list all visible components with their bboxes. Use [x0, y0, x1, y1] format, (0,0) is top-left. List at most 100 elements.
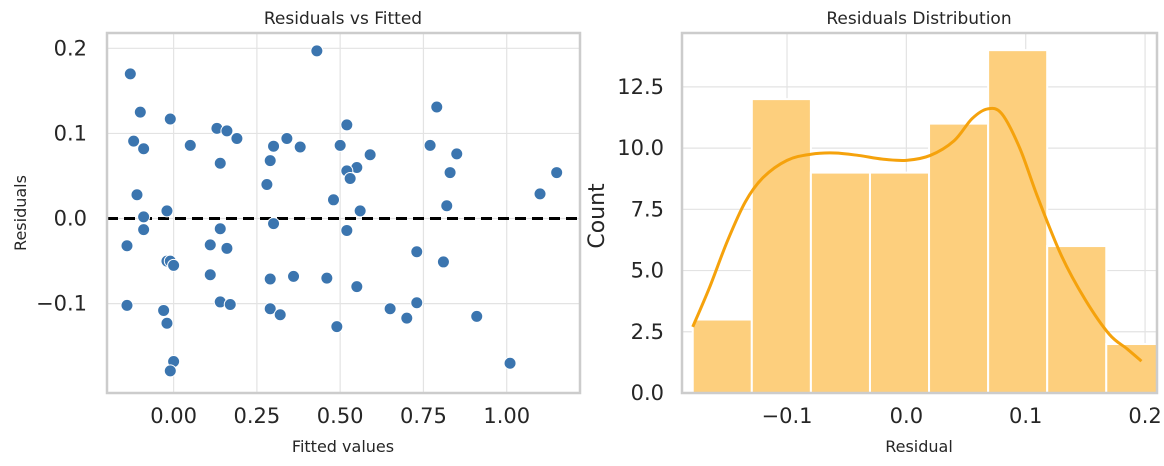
histogram-bar [809, 171, 871, 394]
right-y-tick-label: 2.5 [631, 320, 664, 344]
scatter-point [503, 356, 517, 370]
left-y-tick-label: −0.1 [36, 292, 87, 316]
scatter-point [287, 269, 301, 283]
right-x-tick-label: 0.2 [1128, 404, 1161, 428]
scatter-point [400, 311, 414, 325]
scatter-point [423, 138, 437, 152]
histogram-bar [868, 171, 931, 394]
right-y-tick-label: 5.0 [631, 259, 664, 283]
right-plot-frame [680, 31, 1159, 395]
scatter-point [410, 245, 424, 259]
scatter-point [470, 309, 484, 323]
residuals-distribution-chart: −0.1 0.0 0.1 0.2 0.0 2.5 5.0 7.5 10.0 12.5 Resid… [585, 9, 1162, 456]
scatter-point [203, 238, 217, 252]
scatter-point [223, 297, 237, 311]
scatter-point [163, 112, 177, 126]
scatter-point [273, 308, 287, 322]
scatter-point [436, 255, 450, 269]
scatter-point [280, 132, 294, 146]
right-x-tick-label: 0.0 [890, 404, 923, 428]
left-x-tick-label: 0.25 [234, 404, 281, 428]
scatter-point [133, 105, 147, 119]
left-x-tick-label: 1.00 [483, 404, 530, 428]
scatter-point [383, 302, 397, 316]
right-y-tick-label: 0.0 [631, 381, 664, 405]
scatter-point [263, 154, 277, 168]
left-chart-title: Residuals vs Fitted [264, 9, 422, 29]
histogram-bar [928, 122, 990, 394]
scatter-point [450, 147, 464, 161]
scatter-points [120, 44, 564, 378]
scatter-point [350, 280, 364, 294]
scatter-point [330, 320, 344, 334]
left-y-tick-label: 0.2 [54, 36, 87, 60]
left-y-tick-labels: −0.1 0.0 0.1 0.2 [36, 36, 87, 315]
right-x-tick-label: 0.1 [1009, 404, 1042, 428]
scatter-point [213, 156, 227, 170]
scatter-point [533, 187, 547, 201]
scatter-point [340, 118, 354, 132]
scatter-point [263, 302, 277, 316]
scatter-point [137, 223, 151, 237]
residuals-vs-fitted-chart: 0.00 0.25 0.50 0.75 1.00 −0.1 0.0 0.1 0.2 Resid… [11, 9, 582, 456]
scatter-point [363, 148, 377, 162]
scatter-point [440, 199, 454, 213]
left-plot-frame [105, 31, 582, 395]
right-y-tick-labels: 0.0 2.5 5.0 7.5 10.0 12.5 [617, 75, 664, 405]
right-y-tick-label: 7.5 [631, 197, 664, 221]
scatter-point [120, 298, 134, 312]
scatter-point [267, 217, 281, 231]
scatter-point [310, 44, 324, 58]
scatter-point [157, 303, 171, 317]
scatter-point [123, 67, 137, 81]
scatter-point [353, 204, 367, 218]
scatter-point [293, 140, 307, 154]
scatter-point [127, 134, 141, 148]
right-y-tick-label: 12.5 [617, 75, 664, 99]
left-x-tick-label: 0.75 [400, 404, 447, 428]
scatter-point [333, 138, 347, 152]
scatter-point [130, 188, 144, 202]
histogram-bar [691, 318, 753, 394]
left-x-axis-label: Fitted values [292, 437, 394, 456]
right-y-axis-label: Count [585, 183, 610, 249]
scatter-point [220, 124, 234, 138]
scatter-point [163, 364, 177, 378]
scatter-point [410, 296, 424, 310]
scatter-point [120, 239, 134, 253]
left-y-axis-label: Residuals [11, 175, 30, 251]
scatter-point [213, 222, 227, 236]
scatter-point [327, 193, 341, 207]
left-x-tick-label: 0.50 [317, 404, 364, 428]
scatter-point [160, 316, 174, 330]
scatter-point [343, 172, 357, 186]
right-chart-title: Residuals Distribution [826, 9, 1011, 29]
left-x-tick-label: 0.00 [150, 404, 197, 428]
scatter-point [443, 166, 457, 180]
histogram-bars [691, 49, 1158, 395]
scatter-point [183, 138, 197, 152]
scatter-point [167, 258, 181, 272]
scatter-point [160, 204, 174, 218]
right-x-tick-labels: −0.1 0.0 0.1 0.2 [762, 404, 1162, 428]
scatter-point [137, 142, 151, 156]
scatter-point [320, 271, 334, 285]
scatter-point [340, 223, 354, 237]
scatter-point [430, 100, 444, 114]
scatter-point [267, 139, 281, 153]
kde-curve [691, 106, 1143, 363]
right-x-tick-label: −0.1 [762, 404, 813, 428]
scatter-point [550, 166, 564, 180]
scatter-point [137, 210, 151, 224]
scatter-point [230, 132, 244, 146]
scatter-point [260, 177, 274, 191]
left-grid [107, 33, 580, 393]
scatter-point [263, 272, 277, 286]
left-y-tick-label: 0.0 [54, 207, 87, 231]
right-y-tick-label: 10.0 [617, 136, 664, 160]
histogram-bar [987, 49, 1049, 395]
left-y-tick-label: 0.1 [54, 121, 87, 145]
scatter-point [220, 241, 234, 255]
scatter-point [203, 268, 217, 282]
